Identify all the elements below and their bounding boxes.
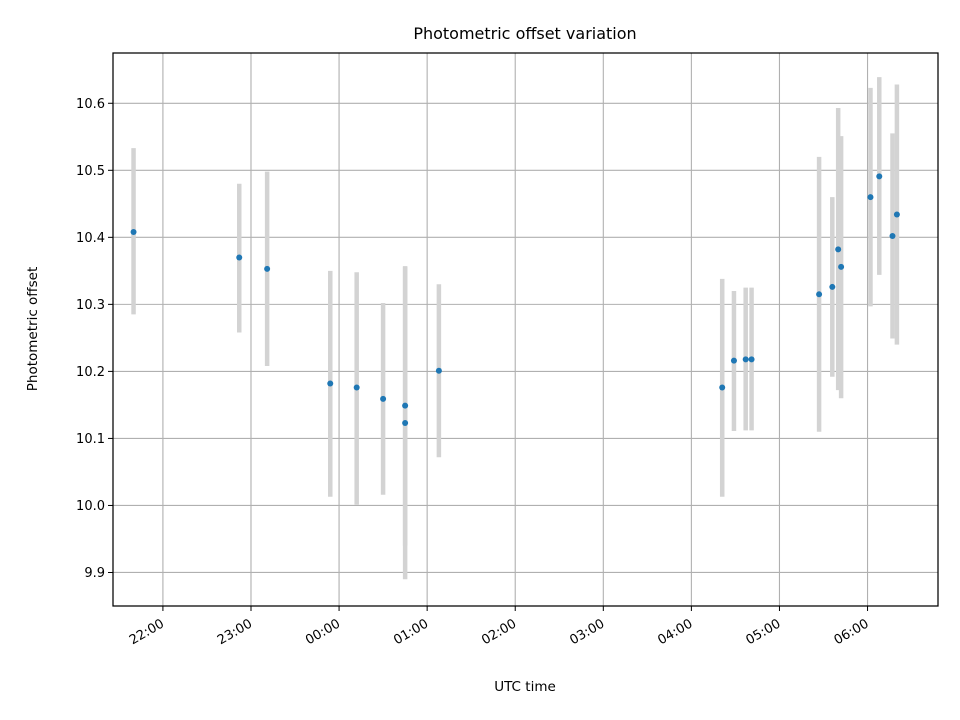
x-tick-label: 02:00: [479, 616, 519, 648]
plot-area-frame: [112, 52, 939, 607]
chart-title: Photometric offset variation: [413, 24, 636, 43]
data-point: [730, 357, 737, 364]
y-tick-label: 10.5: [76, 164, 105, 179]
y-tick-label: 10.3: [76, 298, 105, 313]
data-point: [816, 291, 823, 298]
data-point: [748, 356, 755, 363]
x-tick-label: 01:00: [391, 616, 431, 648]
x-tick-label: 00:00: [303, 616, 343, 648]
data-point: [402, 420, 409, 427]
data-point: [867, 194, 874, 201]
x-axis-label: UTC time: [494, 679, 556, 695]
data-point: [435, 367, 442, 374]
data-point: [742, 356, 749, 363]
data-point: [380, 395, 387, 402]
x-tick-label: 05:00: [744, 616, 784, 648]
data-point: [889, 232, 896, 239]
x-tick-label: 03:00: [567, 616, 607, 648]
y-tick-label: 10.0: [76, 499, 105, 514]
y-tick-label: 10.6: [76, 97, 105, 112]
data-point: [402, 402, 409, 409]
x-tick-label: 04:00: [655, 616, 695, 648]
data-point: [236, 254, 243, 261]
y-axis-ticks: 9.9 10.0 10.1 10.2 10.3 10.4 10.5 10.6: [76, 97, 113, 581]
data-point: [353, 384, 360, 391]
data-point: [327, 380, 334, 387]
x-tick-label: 06:00: [832, 616, 872, 648]
data-point: [719, 384, 726, 391]
data-points: [130, 173, 900, 427]
data-point: [838, 263, 845, 270]
data-point: [876, 173, 883, 180]
data-point: [264, 265, 271, 272]
y-tick-label: 10.2: [76, 365, 105, 380]
data-point: [835, 246, 842, 253]
y-tick-label: 10.1: [76, 432, 105, 447]
grid-lines: [113, 53, 938, 606]
y-tick-label: 10.4: [76, 231, 105, 246]
data-point: [829, 283, 836, 290]
y-tick-label: 9.9: [84, 566, 105, 581]
x-tick-label: 23:00: [215, 616, 255, 648]
data-point: [893, 211, 900, 218]
y-axis-label: Photometric offset: [25, 267, 41, 391]
x-axis-ticks: 22:00 23:00 00:00 01:00 02:00 03:00 04:00 05:00…: [127, 606, 872, 648]
data-point: [130, 228, 137, 235]
x-tick-label: 22:00: [127, 616, 167, 648]
